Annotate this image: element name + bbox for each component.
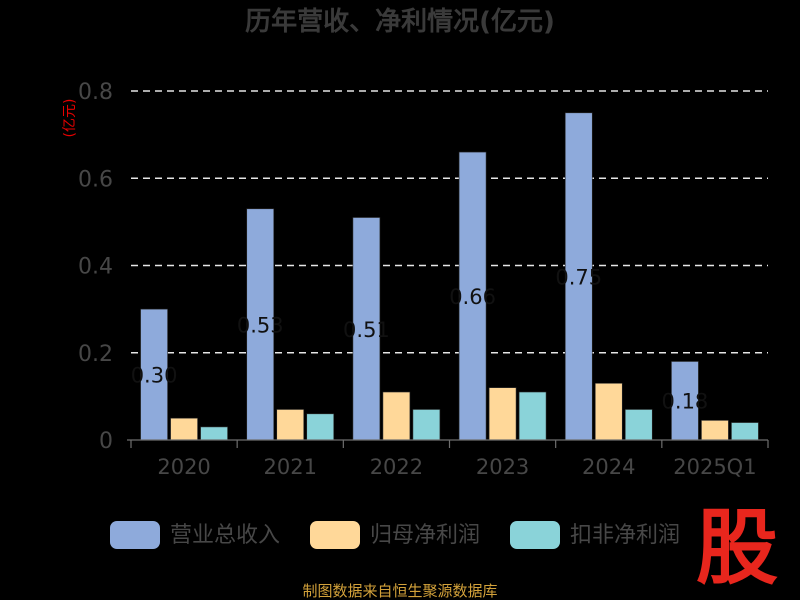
bar-2022-s2 xyxy=(412,409,441,441)
source-note: 制图数据来自恒生聚源数据库 xyxy=(302,582,497,600)
bar-2023-s1 xyxy=(488,387,517,441)
bar-2023-s0 xyxy=(458,151,487,441)
y-tick-labels: 0 0.2 0.4 0.6 0.8 xyxy=(78,80,113,454)
bar-2024-s2 xyxy=(624,409,653,441)
data-label: 0.51 xyxy=(343,318,390,342)
bar-2021-s1 xyxy=(276,409,305,441)
legend-label: 扣非净利润 xyxy=(570,523,680,548)
x-tick-label: 2021 xyxy=(264,455,317,479)
legend-item[interactable]: 扣非净利润 xyxy=(510,521,680,549)
bar-2021-s2 xyxy=(306,413,335,441)
x-tick-label: 2020 xyxy=(157,455,210,479)
legend-item[interactable]: 营业总收入 xyxy=(110,521,280,549)
legend[interactable]: 营业总收入 归母净利润 扣非净利润 xyxy=(110,521,680,549)
x-axis xyxy=(127,439,769,448)
bar-2024-s1 xyxy=(594,382,623,441)
legend-swatch xyxy=(310,521,360,549)
data-label: 0.75 xyxy=(555,265,602,289)
y-tick-label: 0.2 xyxy=(78,342,113,367)
y-tick-label: 0.6 xyxy=(78,167,113,192)
bars xyxy=(140,112,759,441)
legend-label: 归母净利润 xyxy=(370,523,480,548)
bar-2020-s0 xyxy=(140,308,168,441)
legend-label: 营业总收入 xyxy=(170,523,280,548)
x-tick-label: 2025Q1 xyxy=(673,455,756,479)
bar-2020-s1 xyxy=(170,417,198,441)
brand-logo: 股 xyxy=(696,501,778,596)
grid-lines xyxy=(131,90,768,354)
data-label: 0.18 xyxy=(662,390,709,414)
data-label: 0.30 xyxy=(131,364,178,388)
data-label: 0.53 xyxy=(237,313,284,337)
data-label: 0.66 xyxy=(449,285,496,309)
bar-2025Q1-s1 xyxy=(701,420,729,441)
bar-2025Q1-s2 xyxy=(731,422,759,441)
bar-2023-s2 xyxy=(518,391,547,441)
x-tick-label: 2022 xyxy=(370,455,423,479)
bar-2021-s0 xyxy=(246,208,275,441)
y-tick-label: 0.4 xyxy=(78,255,113,280)
y-axis-label: (亿元) xyxy=(62,99,78,138)
data-labels: 0.30 0.53 0.51 0.66 0.75 0.18 xyxy=(131,265,709,413)
bar-2025Q1-s0 xyxy=(671,361,699,441)
x-tick-label: 2023 xyxy=(476,455,529,479)
legend-swatch xyxy=(110,521,160,549)
y-tick-label: 0 xyxy=(99,429,113,454)
bar-2020-s2 xyxy=(200,426,228,441)
bar-2024-s0 xyxy=(564,112,593,441)
x-tick-labels: 2020 2021 2022 2023 2024 2025Q1 xyxy=(157,455,756,479)
chart-title: 历年营收、净利情况(亿元) xyxy=(245,6,555,37)
y-tick-label: 0.8 xyxy=(78,80,113,105)
legend-item[interactable]: 归母净利润 xyxy=(310,521,480,549)
legend-swatch xyxy=(510,521,560,549)
x-tick-label: 2024 xyxy=(582,455,635,479)
bar-2022-s1 xyxy=(382,391,411,441)
